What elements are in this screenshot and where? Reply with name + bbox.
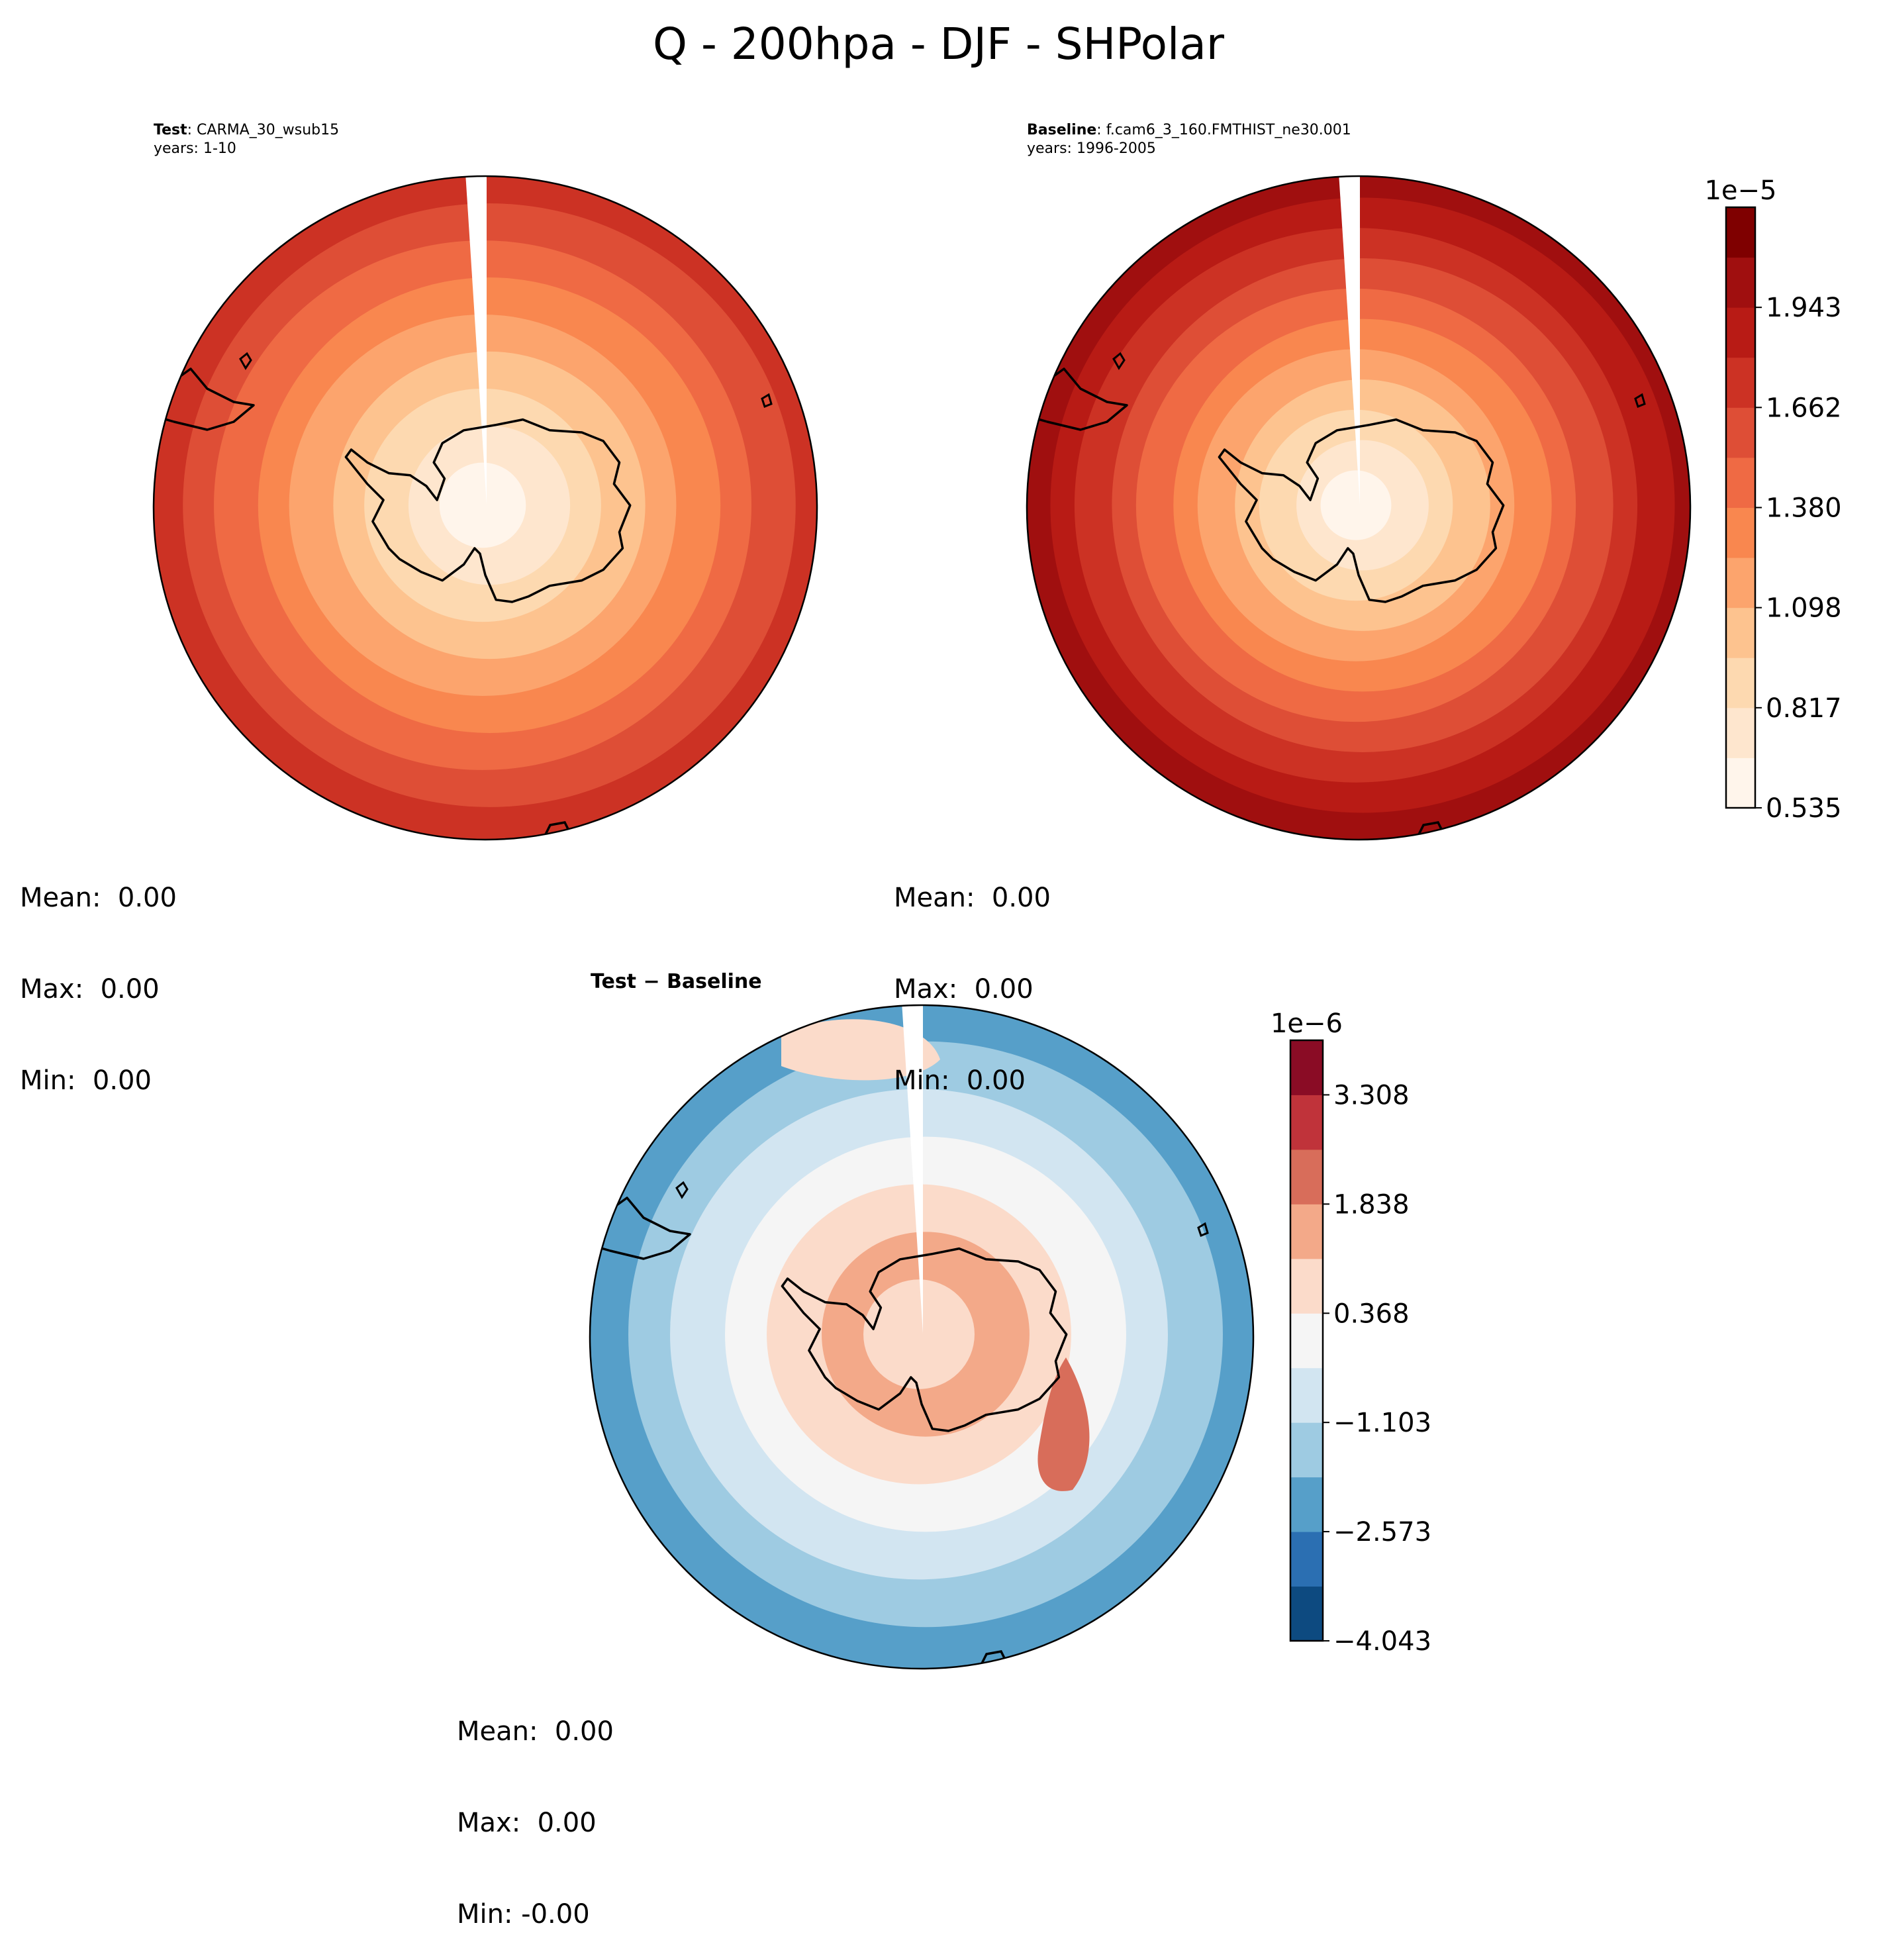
diff-antarctica-coastline [781, 1247, 1068, 1432]
diff-colorbar-swatch-1 [1290, 1532, 1323, 1587]
diff-island-coastline-2 [1197, 1222, 1209, 1237]
baseline-min: Min: 0.00 [894, 1065, 1026, 1096]
diff-contour-band-0 [863, 1279, 975, 1389]
test-caption: Test: CARMA_30_wsub15 years: 1-10 [154, 121, 339, 158]
diff-colorbar-swatch-4 [1290, 1367, 1323, 1423]
main-colorbar-swatch-4 [1726, 558, 1755, 609]
main-colorbar-tick-label-2: 1.098 [1766, 593, 1842, 624]
main-colorbar-tick-label-5: 1.943 [1766, 293, 1842, 323]
diff-colorbar-swatch-9 [1290, 1095, 1323, 1150]
maps-layer: 0.535 0.817 1.098 1.380 1.662 1.943 1e−5 −4.04… [152, 175, 1842, 1670]
baseline-contour-band-0 [1320, 470, 1392, 540]
test-stats: Mean: 0.00 Max: 0.00 Min: 0.00 [20, 822, 177, 1126]
main-colorbar-swatch-3 [1726, 607, 1755, 658]
test-label-rest: : CARMA_30_wsub15 [187, 122, 340, 138]
diff-colorbar-swatch-3 [1290, 1422, 1323, 1478]
baseline-mean: Mean: 0.00 [894, 883, 1051, 913]
diff-mean: Mean: 0.00 [457, 1716, 614, 1747]
main-colorbar-tick-label-1: 0.817 [1766, 693, 1842, 724]
diff-colorbar-tick-label-4: 1.838 [1333, 1189, 1410, 1220]
diff-colorbar-frame [1289, 1039, 1324, 1642]
diff-colorbar-tick-label-5: 3.308 [1333, 1080, 1410, 1110]
diff-missing-wedge [902, 1005, 923, 1334]
diff-stats: Mean: 0.00 Max: 0.00 Min: -0.00 [457, 1655, 614, 1960]
diff-colorbar: −4.043 −2.573 −1.103 0.368 1.838 3.308 1e−6 [1271, 1008, 1431, 1657]
diff-contour-patch-2 [781, 1019, 940, 1081]
diff-colorbar-swatch-10 [1290, 1040, 1323, 1095]
main-colorbar-swatch-2 [1726, 658, 1755, 709]
test-island-coastline-2 [761, 393, 773, 408]
diff-colorbar-scale-label: 1e−6 [1271, 1008, 1343, 1039]
diff-min: Min: -0.00 [457, 1899, 590, 1930]
main-colorbar-tick-label-0: 0.535 [1766, 793, 1842, 824]
baseline-label-rest: : f.cam6_3_160.FMTHIST_ne30.001 [1096, 122, 1351, 138]
main-colorbar-tick-label-4: 1.662 [1766, 393, 1842, 423]
main-colorbar-swatch-1 [1726, 707, 1755, 758]
baseline-map [1026, 175, 1692, 841]
figure-title: Q - 200hpa - DJF - SHPolar [653, 19, 1224, 70]
test-max: Max: 0.00 [20, 974, 160, 1004]
diff-south-america-coastline [590, 1197, 691, 1260]
diff-colorbar-tick-label-2: −1.103 [1333, 1408, 1431, 1438]
main-colorbar-tick-label-3: 1.380 [1766, 493, 1842, 524]
test-missing-wedge [465, 176, 487, 505]
diff-field [590, 1005, 1253, 1669]
baseline-missing-wedge [1339, 176, 1360, 505]
test-min: Min: 0.00 [20, 1065, 152, 1096]
diff-map-border [589, 1004, 1255, 1670]
diff-caption: Test − Baseline [591, 970, 762, 993]
diff-map [589, 1004, 1255, 1670]
main-colorbar-swatch-6 [1726, 457, 1755, 508]
main-colorbar-swatch-8 [1726, 357, 1755, 408]
test-island-coastline-1 [239, 352, 252, 370]
diff-island-coastline-1 [675, 1181, 689, 1199]
main-colorbar-swatch-9 [1726, 307, 1755, 358]
diff-australia-coastline [980, 1650, 1006, 1665]
diff-colorbar-tick-label-0: −4.043 [1333, 1626, 1431, 1657]
diff-max: Max: 0.00 [457, 1808, 597, 1838]
test-map [152, 175, 818, 841]
main-colorbar-swatch-11 [1726, 207, 1755, 258]
test-years: years: 1-10 [154, 140, 236, 157]
main-colorbar-swatch-10 [1726, 257, 1755, 308]
diff-colorbar-swatch-6 [1290, 1258, 1323, 1314]
test-label-bold: Test [154, 122, 187, 138]
main-colorbar-swatch-0 [1726, 758, 1755, 808]
test-antarctica-coastline [344, 418, 632, 603]
main-colorbar-scale-label: 1e−5 [1704, 175, 1776, 206]
baseline-years: years: 1996-2005 [1027, 140, 1156, 157]
diff-contour-patch-1 [1037, 1357, 1090, 1491]
baseline-label-bold: Baseline [1027, 122, 1097, 138]
test-map-border [152, 175, 818, 841]
diff-colorbar-swatch-7 [1290, 1204, 1323, 1259]
test-australia-coastline [544, 821, 570, 836]
diff-colorbar-swatch-5 [1290, 1313, 1323, 1369]
diff-colorbar-tick-label-3: 0.368 [1333, 1298, 1410, 1329]
main-colorbar: 0.535 0.817 1.098 1.380 1.662 1.943 1e−5 [1704, 175, 1841, 824]
diff-colorbar-swatch-8 [1290, 1149, 1323, 1204]
baseline-stats: Mean: 0.00 Max: 0.00 Min: 0.00 [894, 822, 1051, 1126]
baseline-caption: Baseline: f.cam6_3_160.FMTHIST_ne30.001 … [1027, 121, 1351, 158]
diff-colorbar-tick-label-1: −2.573 [1333, 1517, 1431, 1547]
baseline-australia-coastline [1417, 821, 1443, 836]
baseline-field [1027, 176, 1690, 840]
baseline-max: Max: 0.00 [894, 974, 1034, 1004]
test-south-america-coastline [154, 368, 255, 431]
baseline-antarctica-coastline [1218, 418, 1505, 603]
test-mean: Mean: 0.00 [20, 883, 177, 913]
main-colorbar-swatch-5 [1726, 507, 1755, 558]
test-contour-band-0 [439, 462, 526, 548]
test-field [154, 176, 817, 840]
baseline-south-america-coastline [1027, 368, 1128, 431]
diff-colorbar-swatch-0 [1290, 1586, 1323, 1642]
baseline-island-coastline-2 [1634, 393, 1646, 408]
baseline-island-coastline-1 [1112, 352, 1126, 370]
diff-colorbar-swatch-2 [1290, 1477, 1323, 1532]
baseline-map-border [1026, 175, 1692, 841]
main-colorbar-swatch-7 [1726, 407, 1755, 458]
